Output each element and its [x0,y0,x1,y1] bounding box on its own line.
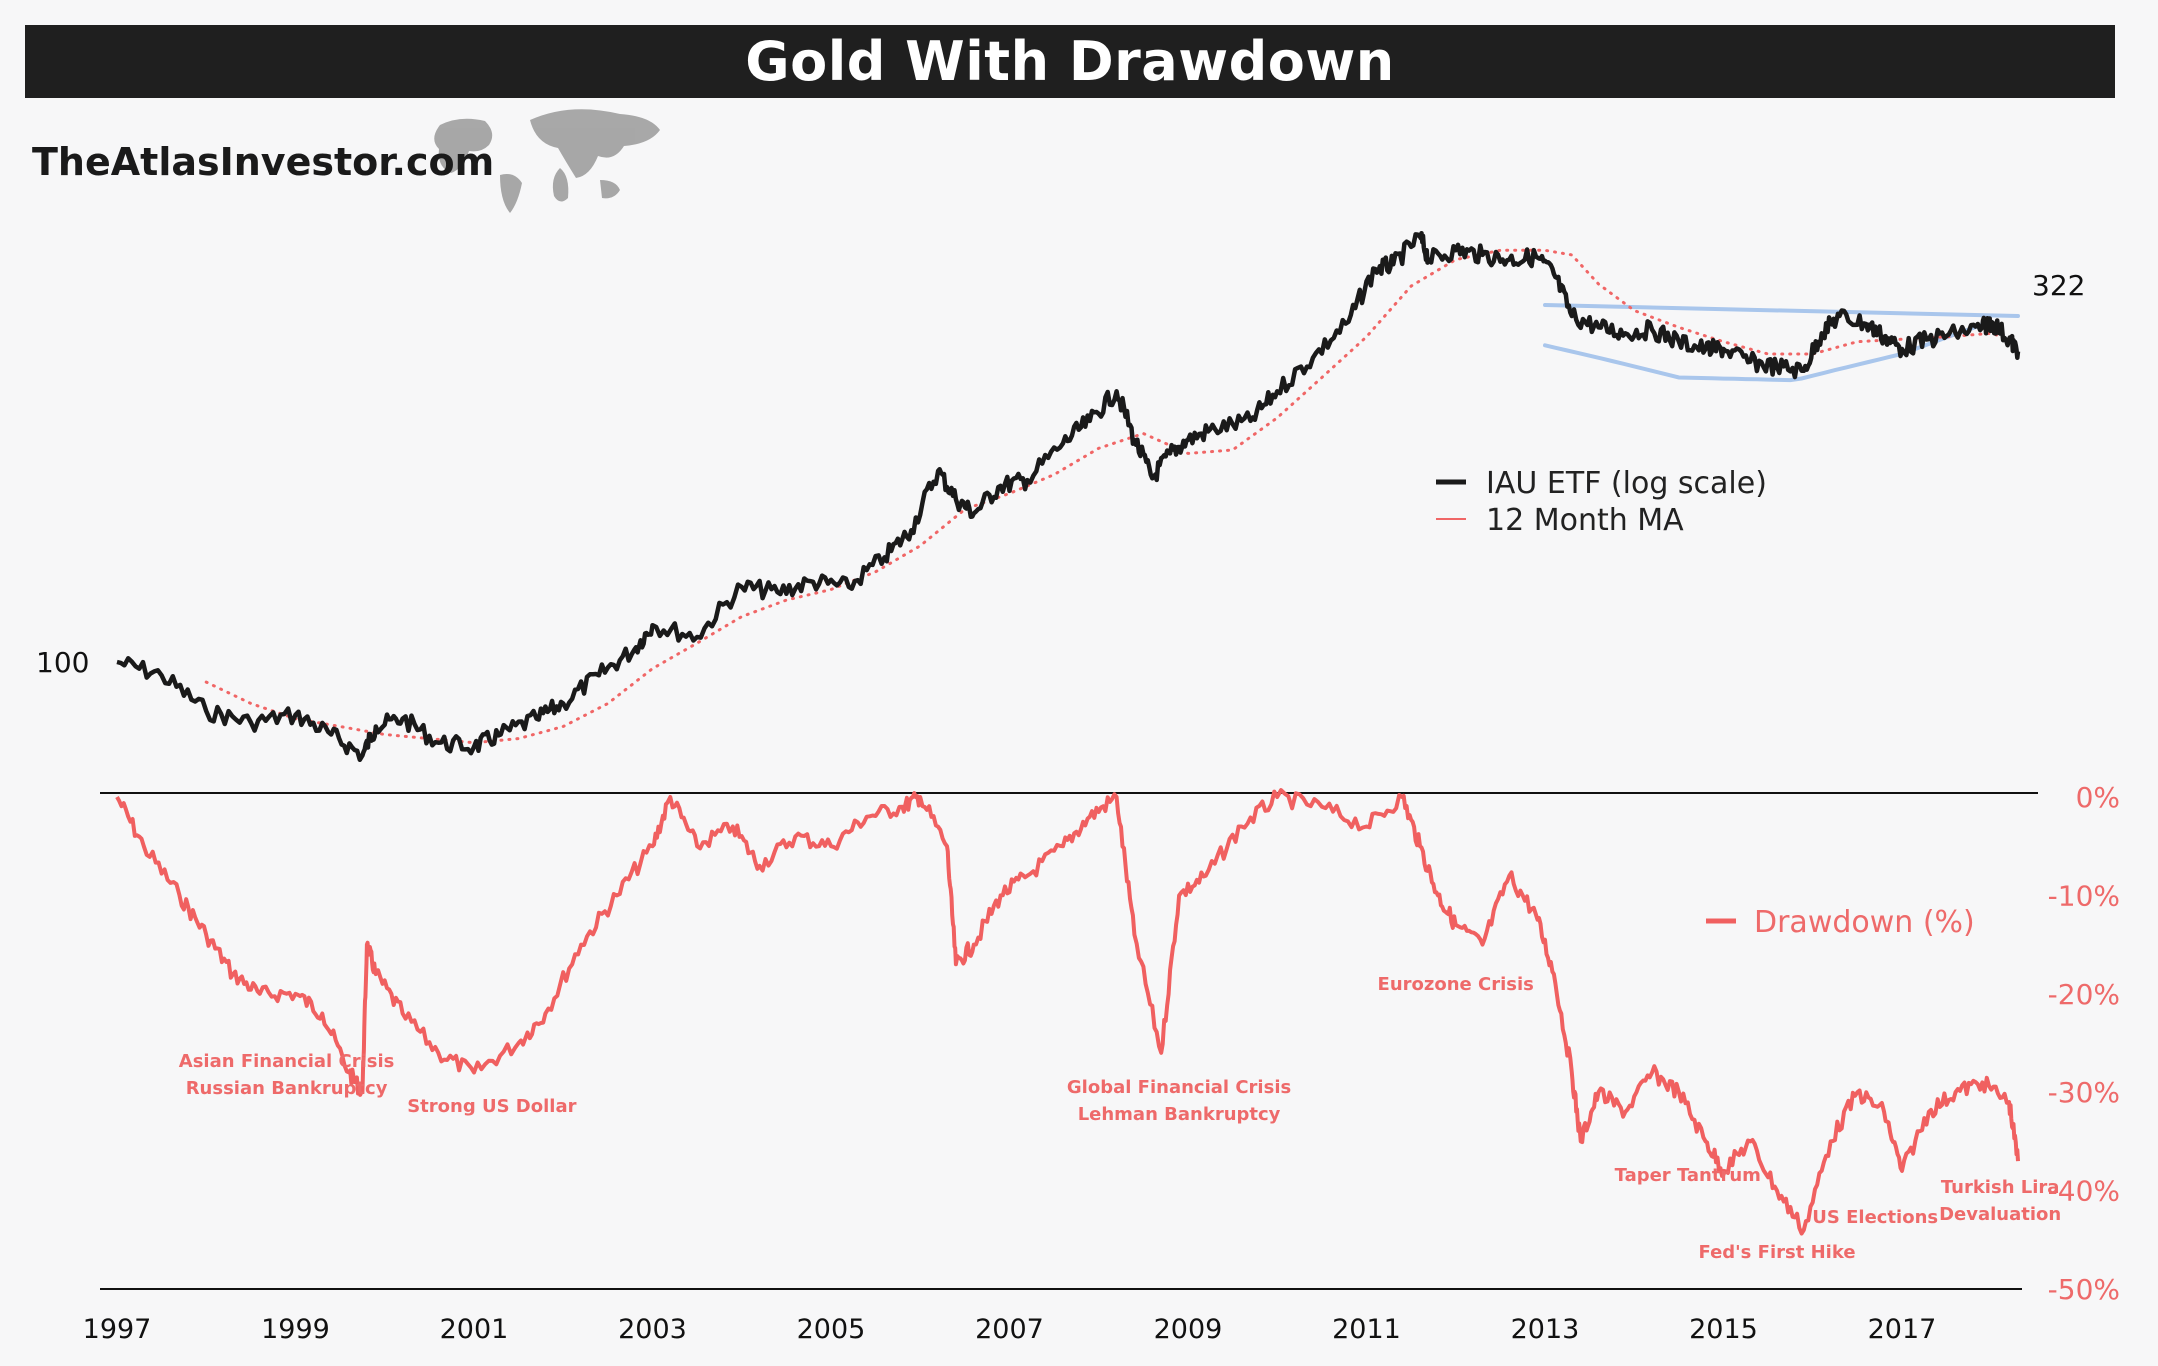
price-panel: 100 322 [36,230,2085,763]
brand-watermark: TheAtlasInvestor.com [32,140,494,184]
y-tick-label: -50% [2048,1273,2120,1306]
legend-label-drawdown: Drawdown (%) [1754,905,1975,940]
legend-label-price: IAU ETF (log scale) [1486,466,1767,501]
x-tick-label: 2011 [1332,1314,1401,1345]
annotation-label: Lehman Bankruptcy [1078,1104,1281,1125]
chart-title: Gold With Drawdown [25,25,2115,98]
x-tick-label: 2009 [1154,1314,1223,1345]
annotation-label: Russian Bankruptcy [186,1078,388,1099]
annotation-label: Turkish Lira [1941,1177,2060,1198]
y-tick-label: -20% [2048,978,2120,1011]
y-tick-label: -40% [2048,1175,2120,1208]
x-tick-label: 2005 [797,1314,866,1345]
end-value-label: 322 [2032,269,2085,302]
annotation-label: Fed's First Hike [1699,1242,1856,1263]
y-tick-label: 0% [2076,781,2120,814]
price-series-line [116,230,2021,763]
x-tick-label: 2003 [618,1314,687,1345]
channel-upper-line [1543,303,2020,318]
x-tick-label: 1997 [83,1314,152,1345]
legend-label-ma: 12 Month MA [1486,503,1684,538]
x-tick-label: 2007 [975,1314,1044,1345]
price-legend: IAU ETF (log scale) 12 Month MA [1436,466,1767,538]
y-tick-label: -30% [2048,1076,2120,1109]
y-tick-label: -10% [2048,879,2120,912]
annotation-label: Global Financial Crisis [1067,1077,1291,1098]
annotation-label: Devaluation [1939,1204,2061,1225]
ma-series-line [204,248,2020,745]
drawdown-legend: Drawdown (%) [1706,905,1975,940]
annotation-label: Strong US Dollar [407,1096,576,1117]
drawdown-series-line [115,788,2020,1236]
x-tick-label: 2013 [1511,1314,1580,1345]
x-tick-label: 2001 [440,1314,509,1345]
world-map-icon [434,109,660,213]
x-tick-label: 2015 [1689,1314,1758,1345]
x-tick-label: 1999 [261,1314,330,1345]
annotation-label: US Elections [1812,1207,1938,1228]
drawdown-panel: 0% -10% -20% -30% -40% -50% Asian Financial C… [115,781,2120,1306]
annotation-label: Taper Tantrum [1615,1165,1761,1186]
start-value-label: 100 [36,646,89,679]
channel-lower-line [1543,319,1994,383]
annotation-label: Eurozone Crisis [1378,974,1534,995]
x-tick-label: 2017 [1868,1314,1937,1345]
annotation-label: Asian Financial Crisis [179,1051,395,1072]
